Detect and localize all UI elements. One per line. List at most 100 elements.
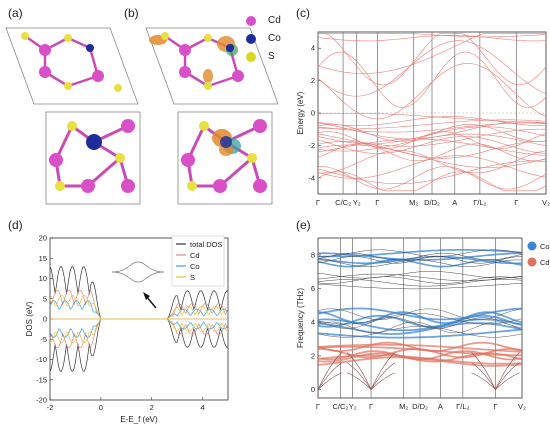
dos-curve-cd (49, 318, 229, 349)
acoustic-branch (471, 362, 496, 390)
x-tick-label-e: A (438, 402, 443, 411)
acoustic-branch (471, 372, 496, 390)
x-tick-label-e: Γ (369, 402, 373, 411)
atom-legend-label-s: S (268, 51, 275, 62)
band-line (317, 128, 547, 147)
legend-swatch-e-cd (527, 257, 537, 267)
phonon-band (317, 249, 523, 258)
phonon-band (317, 343, 523, 353)
phonon-band (317, 252, 523, 261)
dos-curve-co (49, 300, 229, 320)
y-tick-label-d: -20 (36, 396, 47, 405)
band-line (317, 40, 547, 97)
phonon-band (317, 259, 523, 267)
x-tick-label-c: Γ (375, 198, 379, 207)
y-tick-label-d: -15 (36, 375, 47, 384)
s-swatch (246, 52, 256, 62)
atom-legend-cd: Cd (246, 14, 296, 32)
y-tick-label-e: 8 (311, 250, 315, 259)
phonon-band (317, 326, 523, 338)
band-line (317, 33, 546, 74)
cell-outline-a (5, 27, 139, 105)
x-tick-label-e: C/C₂ (333, 402, 349, 411)
acoustic-branch (495, 372, 520, 390)
y-tick-label-c: -4 (308, 173, 315, 182)
structure-figure (5, 27, 279, 205)
acoustic-branch (471, 352, 496, 390)
x-tick-label-e: Γ (316, 402, 320, 411)
legend-label-d: Cd (190, 251, 200, 260)
dos-curve-s (49, 318, 229, 344)
phonon-band (317, 255, 523, 265)
phonon-band (317, 249, 523, 257)
legend-label-d: S (190, 273, 195, 282)
x-tick-label-c: Γ (514, 198, 518, 207)
phonon-band (317, 321, 523, 334)
acoustic-branch (317, 372, 343, 390)
x-tick-label-c: V₂ (542, 198, 550, 207)
y-tick-label-e: 2 (311, 351, 315, 360)
phonon-band (317, 311, 523, 324)
y-tick-label-c: -2 (308, 141, 315, 150)
x-tick-label-d: 2 (150, 403, 154, 412)
y-tick-label-d: 20 (39, 234, 47, 243)
x-axis-label-d: E-E_f (eV) (120, 415, 158, 424)
x-tick-label-c: Y₂ (353, 198, 361, 207)
x-tick-label-c: Γ (316, 198, 320, 207)
panel-label-d: (d) (8, 218, 23, 232)
phonon-chart: Γ C/C₂ Y₂ Γ M₂ D/D₂ A Γ/L₂ Γ V₂ 0 2 4 6 8 Frequency (TH… (296, 237, 550, 411)
x-tick-label-c: C/C₂ (335, 198, 351, 207)
structure-a-top (21, 32, 122, 92)
y-axis-label-c: Energy (eV) (296, 91, 305, 134)
structure-a-bottom (49, 119, 135, 193)
band-line (317, 150, 547, 174)
y-tick-label-d: 5 (43, 294, 47, 303)
y-tick-label-e: 4 (311, 318, 315, 327)
band-line (318, 33, 547, 86)
dos-curve-total-dos (49, 318, 228, 372)
legend-swatch-e-co (527, 241, 537, 251)
x-tick-label-d: 0 (99, 403, 103, 412)
structure-b-top (149, 32, 244, 90)
phonon-band (317, 317, 523, 329)
y-tick-label-c: 2 (311, 76, 315, 85)
legend-label-d: Co (190, 262, 200, 271)
acoustic-branch (495, 362, 520, 390)
inset-peak-up (111, 261, 165, 273)
x-tick-label-d: -2 (47, 403, 54, 412)
band-line (317, 113, 546, 123)
phonon-band (317, 312, 523, 325)
x-tick-label-e: Γ (493, 402, 497, 411)
x-tick-label-e: Γ/L₂ (456, 402, 469, 411)
x-tick-label-e: D/D₂ (412, 402, 428, 411)
acoustic-branch (317, 352, 343, 390)
acoustic-branch (317, 362, 343, 390)
y-tick-label-d: -10 (36, 355, 47, 364)
acoustic-branch (346, 362, 372, 390)
atom-legend-co: Co (246, 32, 296, 50)
y-tick-label-d: -5 (40, 335, 47, 344)
dos-curve-cd (49, 289, 229, 320)
dos-curve-co (49, 318, 229, 338)
phonon-band (317, 308, 523, 321)
band-line (317, 166, 547, 190)
y-tick-label-d: 10 (39, 274, 47, 283)
x-tick-label-d: 4 (200, 403, 204, 412)
x-tick-label-e: Y₂ (349, 402, 357, 411)
legend-label-e-co: Co (540, 242, 550, 251)
dos-curve-s (49, 294, 229, 320)
phonon-band (317, 273, 523, 282)
x-tick-label-e: V₂ (518, 402, 526, 411)
acoustic-branch (370, 362, 396, 390)
band-line (317, 131, 547, 149)
band-line (317, 121, 547, 140)
band-structure-chart: Γ C/C₂ Y₂ Γ M₂ D/D₂ A Γ/L₂ Γ V₂ -4 -2 0 2 4 Energy (eV) (296, 31, 550, 207)
acoustic-branch (346, 352, 372, 390)
band-line (317, 51, 547, 108)
legend-label-e-cd: Cd (540, 258, 550, 267)
panel-label-a: (a) (8, 6, 23, 20)
phonon-band (317, 256, 523, 264)
legend-label-d: total DOS (190, 240, 223, 249)
y-tick-label-d: 15 (39, 254, 47, 263)
